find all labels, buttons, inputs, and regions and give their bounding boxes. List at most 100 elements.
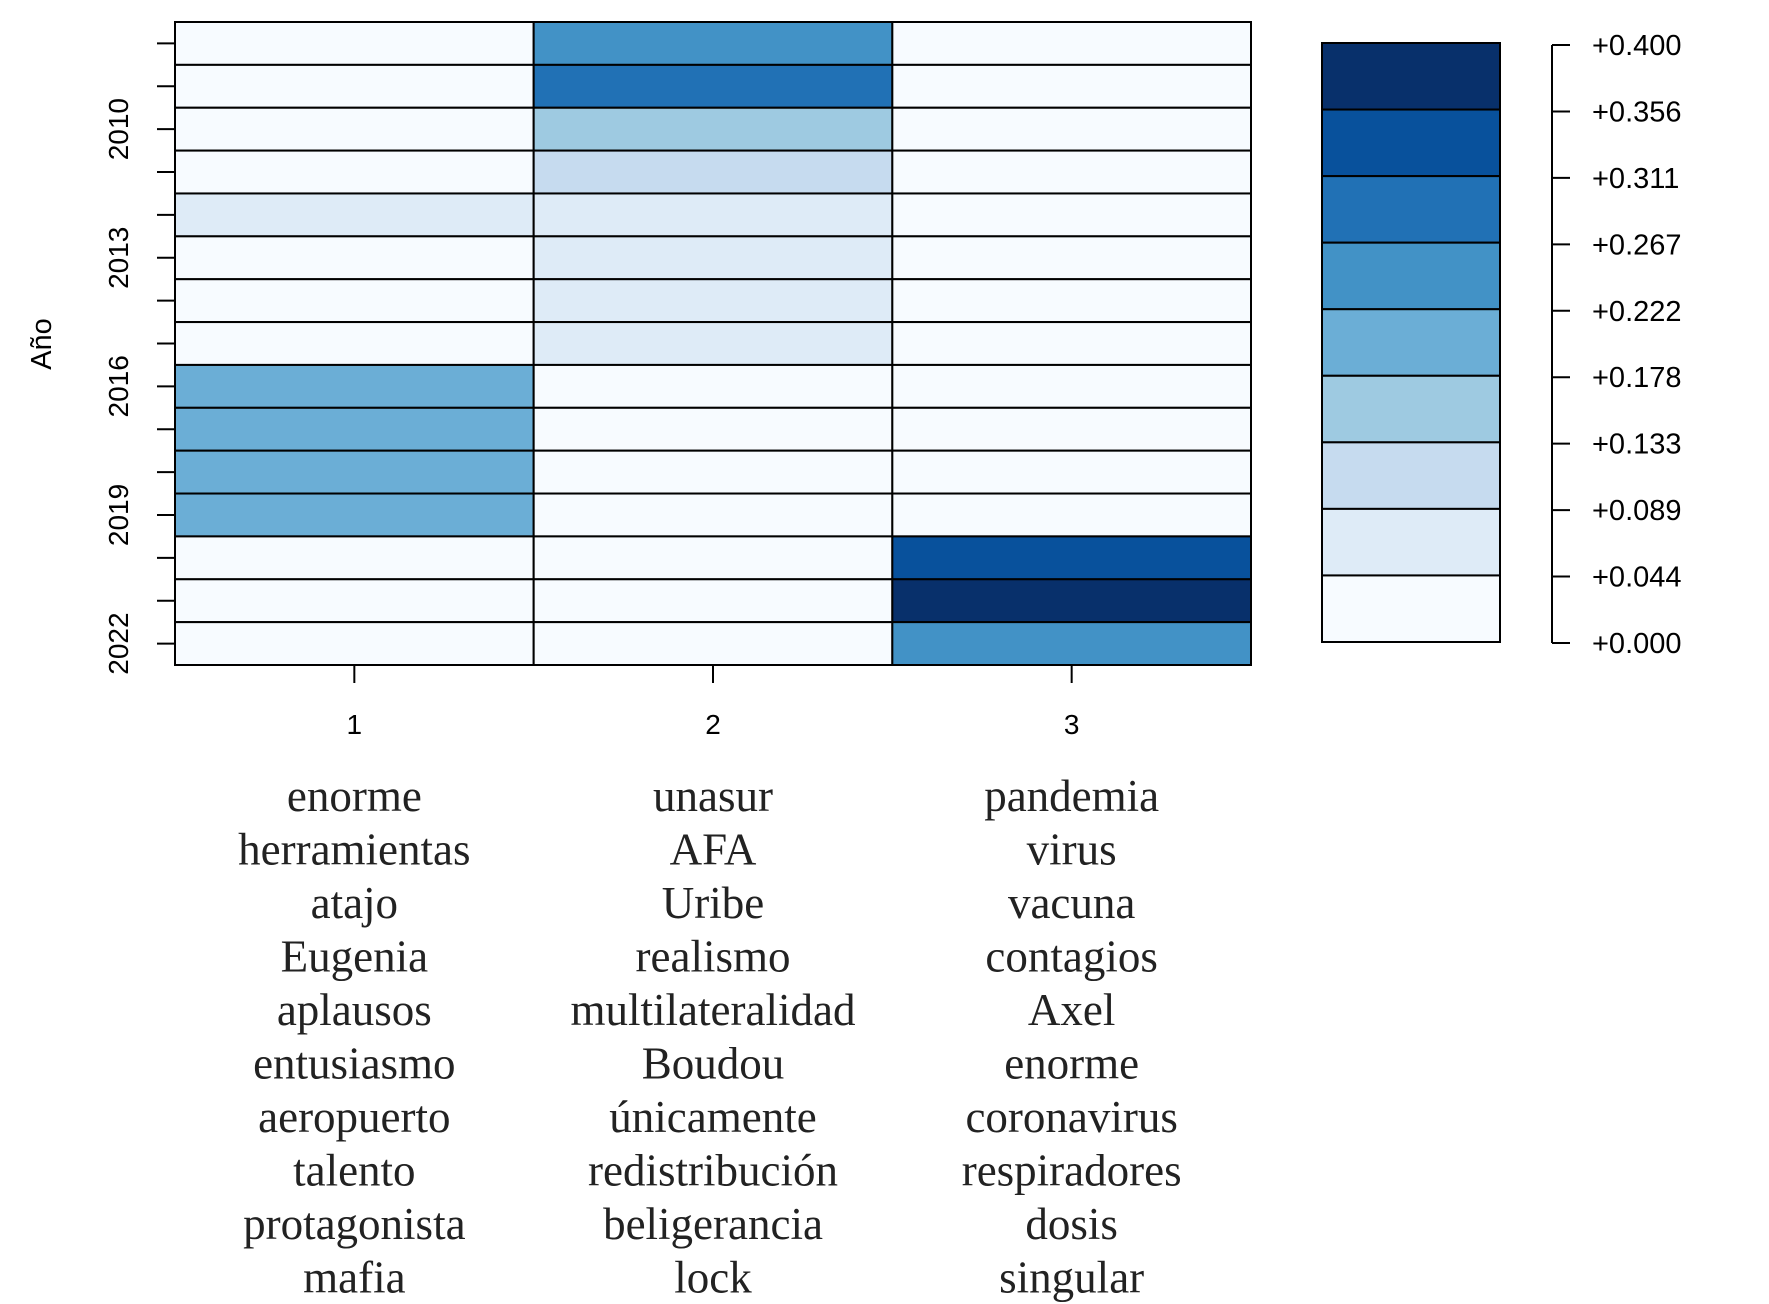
legend-swatch [1321,574,1501,644]
legend-swatch [1321,175,1501,244]
heatmap-cell [174,535,535,581]
heatmap-cell [532,578,894,624]
topic-word: herramientas [238,825,470,875]
top-words: enormeherramientasatajoEugeniaaplausosen… [238,771,1181,1303]
heatmap-cell [532,492,894,538]
heatmap-cell [174,106,535,152]
heatmap-cell [891,449,1252,495]
heatmap-cell [532,278,894,324]
legend-label: +0.178 [1592,362,1682,394]
topic-word: únicamente [609,1092,816,1142]
heatmap-cell [174,278,535,324]
legend-swatch [1321,374,1501,444]
heatmap-cell [891,21,1252,66]
heatmap-cell [174,321,535,366]
y-tick-label: 2010 [103,98,134,160]
heatmap-cell [532,321,894,366]
topic-word: Uribe [662,878,764,928]
legend-swatch [1321,108,1501,178]
legend-label: +0.400 [1592,30,1682,62]
heatmap-cell [532,192,894,238]
x-axis: 1 2 3 [347,665,1080,740]
heatmap-cell [891,106,1252,152]
topic-word: enorme [287,771,422,821]
legend-label: +0.222 [1592,296,1682,328]
heatmap-cell [891,535,1252,581]
legend-swatch [1321,308,1501,377]
legend-label: +0.000 [1592,628,1682,660]
heatmap-cell [891,321,1252,366]
legend-swatch [1321,42,1501,111]
heatmap-cell [891,149,1252,195]
topic-word: mafia [303,1253,405,1303]
heatmap-cell [174,621,535,667]
legend-swatch [1321,241,1501,311]
heatmap-cell [174,149,535,195]
topic-word: Axel [1028,985,1115,1035]
topic-word: singular [999,1253,1144,1303]
topic-word: entusiasmo [253,1039,455,1089]
topic-word: atajo [311,878,398,928]
topic-word: unasur [653,771,773,821]
topic-word: virus [1027,825,1117,875]
heatmap-cell [891,235,1252,281]
heatmap-cell [532,149,894,195]
y-tick-label: 2013 [103,227,134,289]
heatmap-cell [174,21,535,66]
legend-label: +0.356 [1592,96,1682,128]
heatmap-cells [174,21,1252,667]
heatmap-cell [532,449,894,495]
x-tick-label: 2 [705,709,721,740]
heatmap-cell [174,63,535,109]
y-axis-label: Año [26,318,58,370]
topic-word: respiradores [962,1146,1182,1196]
heatmap-cell [891,578,1252,624]
heatmap-cell [532,363,894,409]
heatmap-cell [174,235,535,281]
topic-word: dosis [1025,1199,1118,1249]
topic-word: AFA [670,825,757,875]
heatmap-cell [174,578,535,624]
heatmap-cell [891,278,1252,324]
heatmap-cell [532,21,894,66]
topic-word: multilateralidad [571,985,856,1035]
y-tick-label: 2019 [103,484,134,546]
heatmap-cell [891,621,1252,667]
heatmap-cell [174,363,535,409]
topic-word: lock [674,1253,752,1303]
topic-word: Boudou [642,1039,785,1089]
topic-word: beligerancia [603,1199,823,1249]
y-tick-label: 2016 [103,355,134,417]
x-tick-label: 3 [1064,709,1080,740]
topic-word: enorme [1004,1039,1139,1089]
heatmap-cell [532,621,894,667]
heatmap-cell [891,63,1252,109]
topic-word: contagios [985,932,1157,982]
topic-word: realismo [636,932,791,982]
heatmap-cell [891,406,1252,452]
topic-word: talento [293,1146,415,1196]
topic-word: pandemia [984,771,1159,821]
topic-word: aplausos [277,985,432,1035]
heatmap-cell [891,192,1252,238]
topic-word: redistribución [588,1146,838,1196]
legend-label: +0.311 [1592,163,1679,195]
color-legend: +0.400 +0.356 +0.311 +0.267 +0.222 +0.178 +0.1… [1321,30,1682,660]
heatmap-cell [532,106,894,152]
heatmap-cell [532,63,894,109]
heatmap-cell [174,406,535,452]
heatmap-cell [532,406,894,452]
y-tick-label: 2022 [103,612,134,674]
topic-word: coronavirus [965,1092,1177,1142]
topic-word: vacuna [1008,878,1135,928]
heatmap-cell [174,192,535,238]
heatmap-cell [532,235,894,281]
heatmap-cell [891,363,1252,409]
legend-swatch [1321,507,1501,577]
legend-label: +0.089 [1592,495,1682,527]
legend-swatch [1321,441,1501,510]
heatmap-cell [532,535,894,581]
y-axis: 2010 2013 2016 2019 2022 [103,42,175,675]
heatmap-cell [891,492,1252,538]
